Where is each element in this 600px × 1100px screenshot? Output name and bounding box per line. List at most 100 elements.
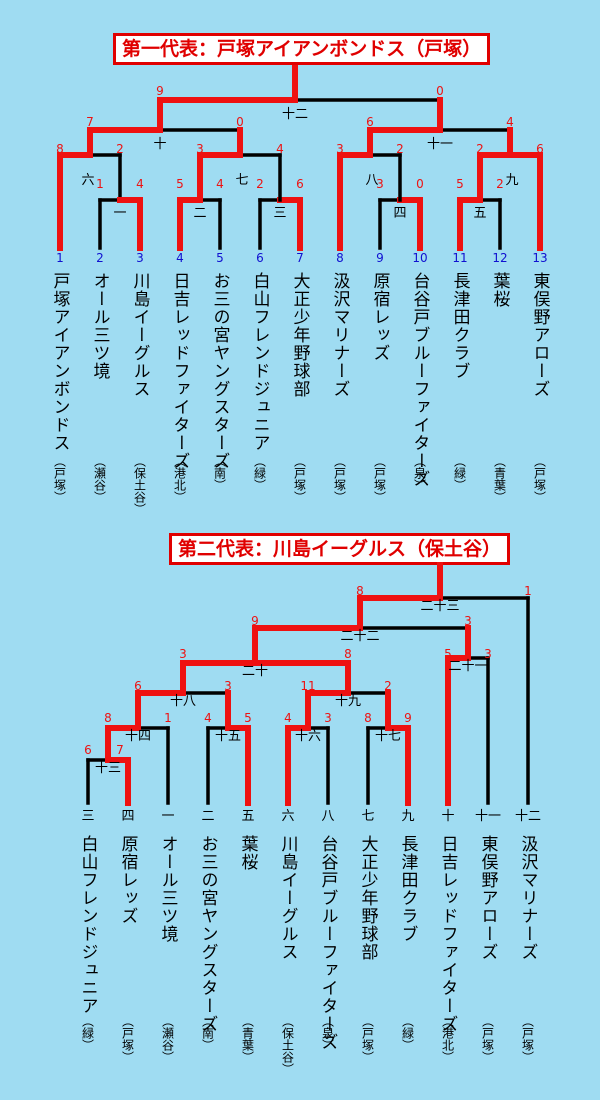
seed-label: 十一: [475, 809, 501, 824]
game-label: 八: [365, 173, 378, 188]
team-name: お三の宮ヤングスターズ: [209, 272, 230, 470]
team-area: （泉）: [412, 455, 427, 491]
team-name: オール三ツ境: [89, 272, 110, 380]
bracket2-title: 第二代表：川島イーグルス（保土谷）: [169, 533, 511, 565]
team-name: 川島イーグルス: [277, 835, 298, 961]
game-label: 七: [235, 173, 248, 188]
score: 4: [204, 711, 212, 725]
score: 2: [476, 142, 484, 156]
score: 3: [196, 142, 204, 156]
score: 0: [236, 115, 244, 129]
score: 3: [376, 177, 384, 191]
team-name: 川島イーグルス: [129, 272, 150, 398]
game-label: 二十一: [448, 659, 487, 674]
score: 3: [179, 647, 187, 661]
team-area: （戸塚）: [360, 1015, 375, 1063]
score: 7: [86, 115, 94, 129]
score: 6: [84, 743, 92, 757]
team-name: 大正少年野球部: [289, 272, 310, 398]
score: 9: [404, 711, 412, 725]
game-label: 六: [81, 173, 94, 188]
seed-label: 五: [241, 809, 254, 824]
score: 4: [276, 142, 284, 156]
seed-label: 四: [121, 809, 134, 824]
score: 9: [251, 614, 259, 628]
team-name: 戸塚アイアンボンドス: [49, 272, 70, 452]
team-area: （戸塚）: [332, 455, 347, 503]
team-name: 白山フレンドジュニア: [249, 272, 270, 452]
score: 1: [524, 584, 532, 598]
team-area: （青葉）: [240, 1015, 255, 1063]
score: 4: [136, 177, 144, 191]
game-label: 四: [393, 206, 406, 221]
seed-label: 三: [81, 809, 94, 824]
seed-label: 十: [441, 809, 454, 824]
seed-number: 7: [296, 251, 304, 265]
team-area: （戸塚）: [372, 455, 387, 503]
seed-number: 4: [176, 251, 184, 265]
seed-number: 10: [412, 251, 427, 265]
game-label: 十六: [295, 729, 321, 744]
seed-label: 七: [361, 809, 374, 824]
team-name: 大正少年野球部: [357, 835, 378, 961]
team-area: （戸塚）: [520, 1015, 535, 1063]
seed-number: 11: [452, 251, 467, 265]
seed-label: 六: [281, 809, 294, 824]
game-label: 十四: [125, 729, 151, 744]
seed-number: 3: [136, 251, 144, 265]
game-label: 一: [113, 206, 126, 221]
score: 1: [96, 177, 104, 191]
score: 0: [436, 84, 444, 98]
score: 0: [416, 177, 424, 191]
seed-label: 十二: [515, 809, 541, 824]
score: 6: [366, 115, 374, 129]
team-area: （瀬谷）: [92, 455, 107, 503]
game-label: 十九: [335, 694, 361, 709]
score: 2: [116, 142, 124, 156]
score: 5: [244, 711, 252, 725]
seed-label: 二: [201, 809, 214, 824]
score: 3: [224, 679, 232, 693]
game-label: 二十三: [420, 599, 459, 614]
team-area: （戸塚）: [120, 1015, 135, 1063]
seed-label: 一: [161, 809, 174, 824]
game-label: 五: [473, 206, 486, 221]
score: 8: [56, 142, 64, 156]
seed-number: 1: [56, 251, 64, 265]
game-label: 十一: [427, 137, 453, 152]
score: 8: [104, 711, 112, 725]
seed-label: 八: [321, 809, 334, 824]
score: 2: [384, 679, 392, 693]
score: 2: [396, 142, 404, 156]
seed-number: 13: [532, 251, 547, 265]
seed-number: 5: [216, 251, 224, 265]
team-name: 長津田クラブ: [449, 272, 470, 380]
team-area: （保土谷）: [280, 1015, 295, 1075]
game-label: 十三: [95, 761, 121, 776]
score: 11: [300, 679, 315, 693]
team-area: （戸塚）: [292, 455, 307, 503]
team-name: 日吉レッドファイターズ: [169, 272, 190, 470]
team-name: 葉桜: [489, 272, 510, 308]
score: 3: [464, 614, 472, 628]
score: 8: [356, 584, 364, 598]
seed-number: 12: [492, 251, 507, 265]
team-area: （港北）: [172, 455, 187, 503]
game-label: 三: [273, 206, 286, 221]
score: 4: [216, 177, 224, 191]
team-name: オール三ツ境: [157, 835, 178, 943]
team-name: 東俣野アローズ: [529, 272, 550, 398]
seed-number: 2: [96, 251, 104, 265]
game-label: 十八: [170, 694, 196, 709]
score: 5: [176, 177, 184, 191]
score: 1: [164, 711, 172, 725]
score: 3: [324, 711, 332, 725]
seed-number: 9: [376, 251, 384, 265]
team-area: （港北）: [440, 1015, 455, 1063]
score: 4: [284, 711, 292, 725]
score: 7: [116, 743, 124, 757]
team-area: （瀬谷）: [160, 1015, 175, 1063]
team-area: （南）: [212, 455, 227, 491]
team-name: 汲沢マリナーズ: [517, 835, 538, 961]
game-label: 十五: [215, 729, 241, 744]
